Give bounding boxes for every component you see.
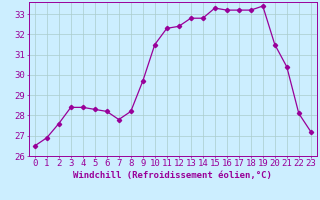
X-axis label: Windchill (Refroidissement éolien,°C): Windchill (Refroidissement éolien,°C) <box>73 171 272 180</box>
